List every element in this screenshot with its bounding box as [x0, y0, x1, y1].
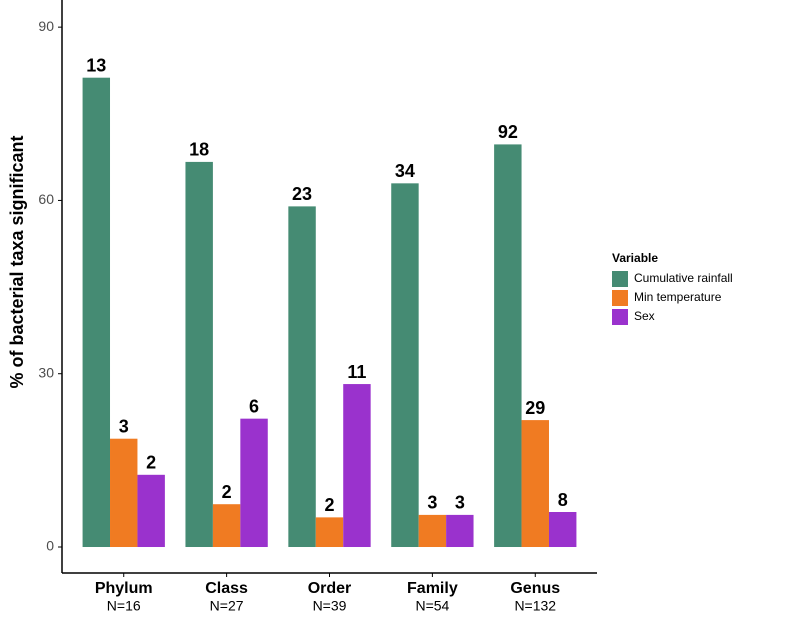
x-tick-label: Genus: [510, 580, 560, 597]
legend-swatch: [612, 271, 628, 287]
bar: [288, 206, 316, 548]
x-tick-note: N=132: [514, 598, 556, 614]
value-label: 2: [222, 482, 232, 502]
x-tick-note: N=16: [107, 598, 141, 614]
bar: [343, 384, 371, 548]
value-label: 18: [189, 140, 209, 160]
value-label: 29: [525, 398, 545, 418]
bar: [391, 183, 419, 548]
value-label: 6: [249, 396, 259, 416]
x-tick-note: N=27: [210, 598, 244, 614]
x-tick-label: Family: [407, 580, 458, 597]
value-label: 3: [455, 493, 465, 513]
bar: [82, 77, 111, 548]
bar: [212, 504, 241, 548]
y-tick-label: 60: [38, 191, 54, 207]
bar: [185, 161, 213, 548]
legend-label: Min temperature: [634, 290, 722, 304]
bar: [110, 438, 138, 548]
x-tick-note: N=54: [415, 598, 449, 614]
x-tick-label: Order: [308, 580, 352, 597]
bar: [446, 514, 474, 548]
bar: [315, 517, 344, 548]
value-label: 11: [347, 362, 366, 382]
legend-swatch: [612, 290, 628, 306]
x-tick-label: Phylum: [95, 580, 153, 597]
value-label: 92: [498, 122, 518, 142]
y-tick-label: 90: [38, 18, 54, 34]
bar: [548, 512, 577, 548]
value-label: 8: [558, 490, 568, 510]
value-label: 2: [146, 453, 156, 473]
x-tick-label: Class: [205, 580, 248, 597]
bar: [418, 514, 447, 548]
bar: [137, 474, 165, 548]
value-label: 3: [119, 416, 129, 436]
x-tick-note: N=39: [313, 598, 347, 614]
y-tick-label: 30: [38, 364, 54, 380]
legend-swatch: [612, 309, 628, 325]
legend-label: Sex: [634, 309, 655, 323]
bar: [521, 420, 549, 548]
value-label: 13: [86, 55, 106, 75]
y-axis-title: % of bacterial taxa significant: [7, 135, 27, 388]
value-label: 34: [395, 161, 415, 181]
value-label: 3: [427, 493, 437, 513]
value-label: 2: [324, 495, 334, 515]
bar: [240, 418, 268, 548]
legend-label: Cumulative rainfall: [634, 271, 733, 285]
legend-title: Variable: [612, 251, 658, 265]
bar: [494, 144, 522, 548]
value-label: 23: [292, 184, 312, 204]
y-tick-label: 0: [46, 538, 54, 554]
